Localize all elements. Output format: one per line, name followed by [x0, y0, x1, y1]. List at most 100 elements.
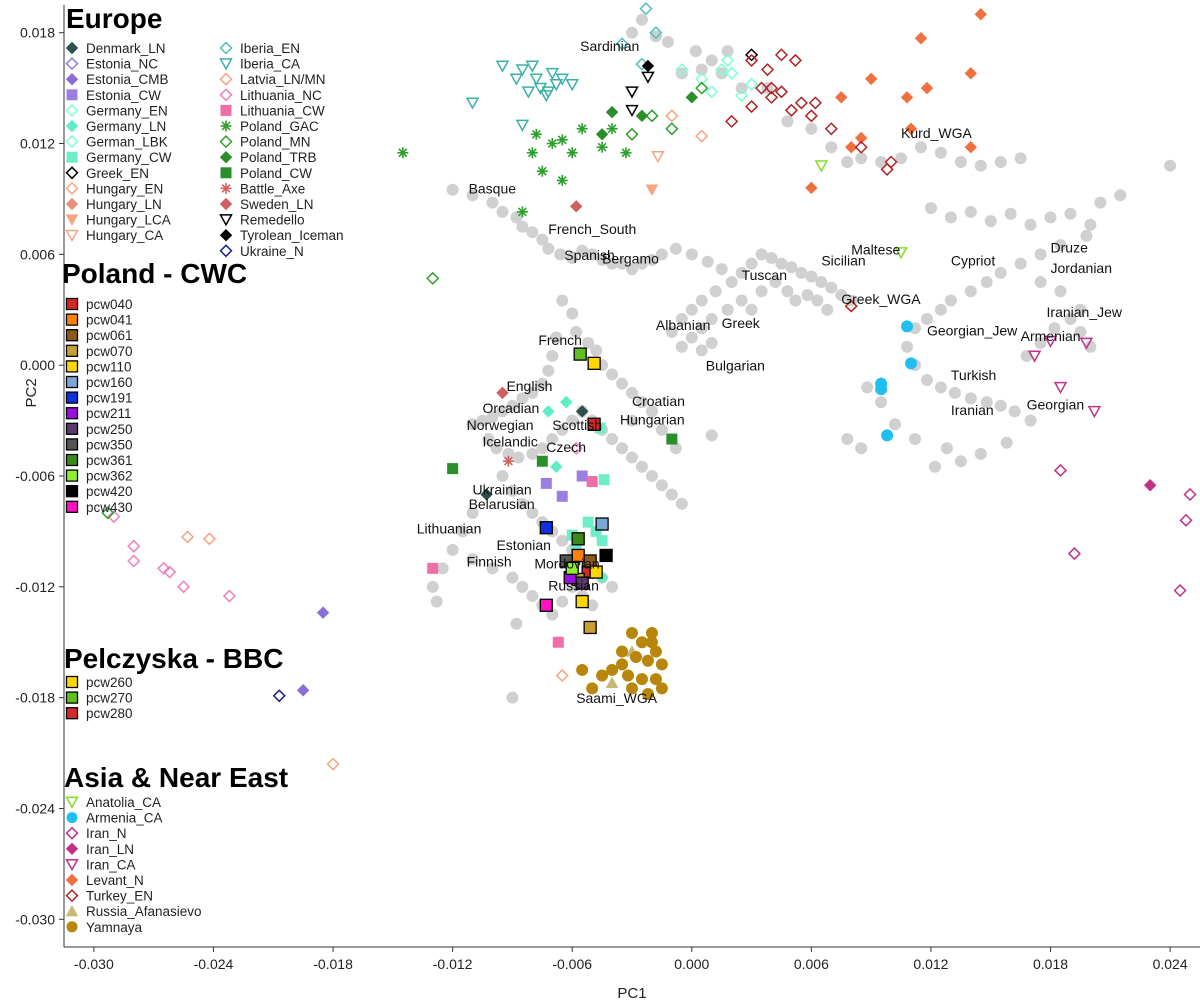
modern-point [775, 257, 788, 270]
modern-point [795, 266, 808, 279]
modern-point [994, 156, 1007, 168]
legend-item-iran-ca: Iran_CA [65, 857, 136, 872]
legend-label: Hungary_EN [86, 181, 163, 196]
modern-point [466, 506, 479, 519]
point-levant-n [845, 141, 858, 154]
modern-point [616, 377, 629, 390]
point-iran-n [1179, 513, 1193, 527]
point-lithuania-nc [177, 580, 191, 594]
pop-label-bulgarian: Bulgarian [706, 358, 765, 374]
modern-point [1034, 248, 1047, 261]
modern-point [536, 377, 549, 390]
x-tick-label: -0.024 [194, 956, 234, 972]
point-lithuania-cw [586, 476, 598, 488]
point-iberia-ca [555, 73, 570, 86]
modern-point [665, 488, 678, 501]
modern-point [841, 433, 854, 446]
point-pcw280 [587, 417, 601, 431]
pop-label-saami-wga: Saami_WGA [576, 690, 658, 706]
pop-label-estonian: Estonian [496, 537, 550, 553]
point-estonia-cw [556, 490, 568, 502]
modern-point [695, 322, 708, 335]
x-tick-label: 0.000 [674, 956, 709, 972]
modern-point [506, 484, 519, 497]
modern-point [980, 276, 993, 289]
legend-label: Iran_LN [86, 842, 134, 857]
legend-item-levant-n: Levant_N [65, 873, 144, 888]
point-turkey-en [854, 140, 868, 154]
pop-label-greek: Greek [722, 315, 761, 331]
point-iran-ln [1143, 479, 1157, 492]
modern-point [446, 183, 459, 196]
modern-point [645, 405, 658, 418]
legend-item-pcw211: pcw211 [65, 406, 132, 421]
legend-item-pcw070: pcw070 [65, 344, 133, 359]
legend-marker-latvia-ln-mn [219, 72, 233, 86]
legend-item-pcw270: pcw270 [65, 691, 133, 706]
legend-label: Germany_EN [86, 103, 168, 118]
modern-point [542, 364, 555, 377]
legend-item-iberia-en: Iberia_EN [219, 41, 300, 56]
point-iran-n [1053, 463, 1068, 478]
point-germany-cw [598, 474, 610, 486]
modern-point [964, 205, 977, 218]
point-turkey-en [774, 85, 789, 99]
modern-point [626, 26, 638, 39]
point-turkey-en [764, 81, 779, 95]
point-poland-mn [665, 122, 679, 136]
legend-label: Hungary_CA [86, 228, 163, 243]
point-latvia-ln-mn [181, 530, 195, 544]
point-germany-en [725, 66, 739, 80]
legend-marker-germany-cw [66, 151, 78, 163]
point-turkey-en [794, 96, 808, 110]
legend-label: Estonia_CMB [86, 72, 169, 87]
point-poland-gac [516, 206, 528, 218]
point-estonia-cw [540, 477, 552, 489]
modern-point [490, 442, 503, 455]
legend-item-tyrolean-iceman: Tyrolean_Iceman [219, 228, 344, 243]
point-lithuania-nc [157, 561, 171, 575]
pop-label-orcadian: Orcadian [483, 400, 540, 416]
legend-marker-yamnaya [66, 921, 78, 933]
point-yamnaya [641, 687, 654, 700]
modern-point [655, 248, 668, 261]
point-yamnaya [645, 636, 658, 649]
legend-label: pcw110 [86, 359, 132, 374]
pop-label-tuscan: Tuscan [742, 267, 787, 283]
modern-point [556, 534, 569, 547]
modern-point [914, 141, 927, 154]
point-iran-ca [1043, 335, 1058, 348]
modern-point [582, 337, 595, 350]
legend-item-iberia-ca: Iberia_CA [219, 57, 300, 72]
point-germany-en [745, 77, 759, 91]
legend-label: Remedello [240, 213, 305, 228]
modern-point [675, 67, 688, 80]
point-lithuania-nc [569, 441, 583, 455]
legend-marker-pcw191 [65, 391, 79, 404]
point-poland-gac [536, 165, 548, 177]
point-germany-en [675, 63, 689, 77]
legend-label: pcw270 [86, 691, 133, 706]
modern-point [705, 429, 718, 442]
modern-point [805, 122, 818, 135]
legend-item-lithuania-nc: Lithuania_NC [219, 88, 322, 103]
modern-point [430, 595, 443, 608]
point-germany-en [735, 88, 749, 103]
modern-point [586, 599, 599, 612]
point-yamnaya [655, 682, 668, 695]
modern-point [626, 414, 638, 427]
legend-marker-russia-afanasievo [65, 904, 79, 917]
modern-point [606, 580, 619, 593]
legend-marker-hungary-ln [65, 197, 79, 211]
modern-point [835, 288, 848, 301]
y-tick-label: 0.012 [20, 136, 55, 152]
modern-point [875, 396, 888, 409]
point-lithuania-nc [127, 554, 141, 568]
point-levant-n [854, 131, 868, 145]
modern-point [506, 399, 519, 412]
legend-item-hungary-en: Hungary_EN [65, 181, 163, 196]
modern-point [510, 617, 523, 630]
modern-point [526, 226, 539, 239]
modern-point [675, 313, 688, 325]
